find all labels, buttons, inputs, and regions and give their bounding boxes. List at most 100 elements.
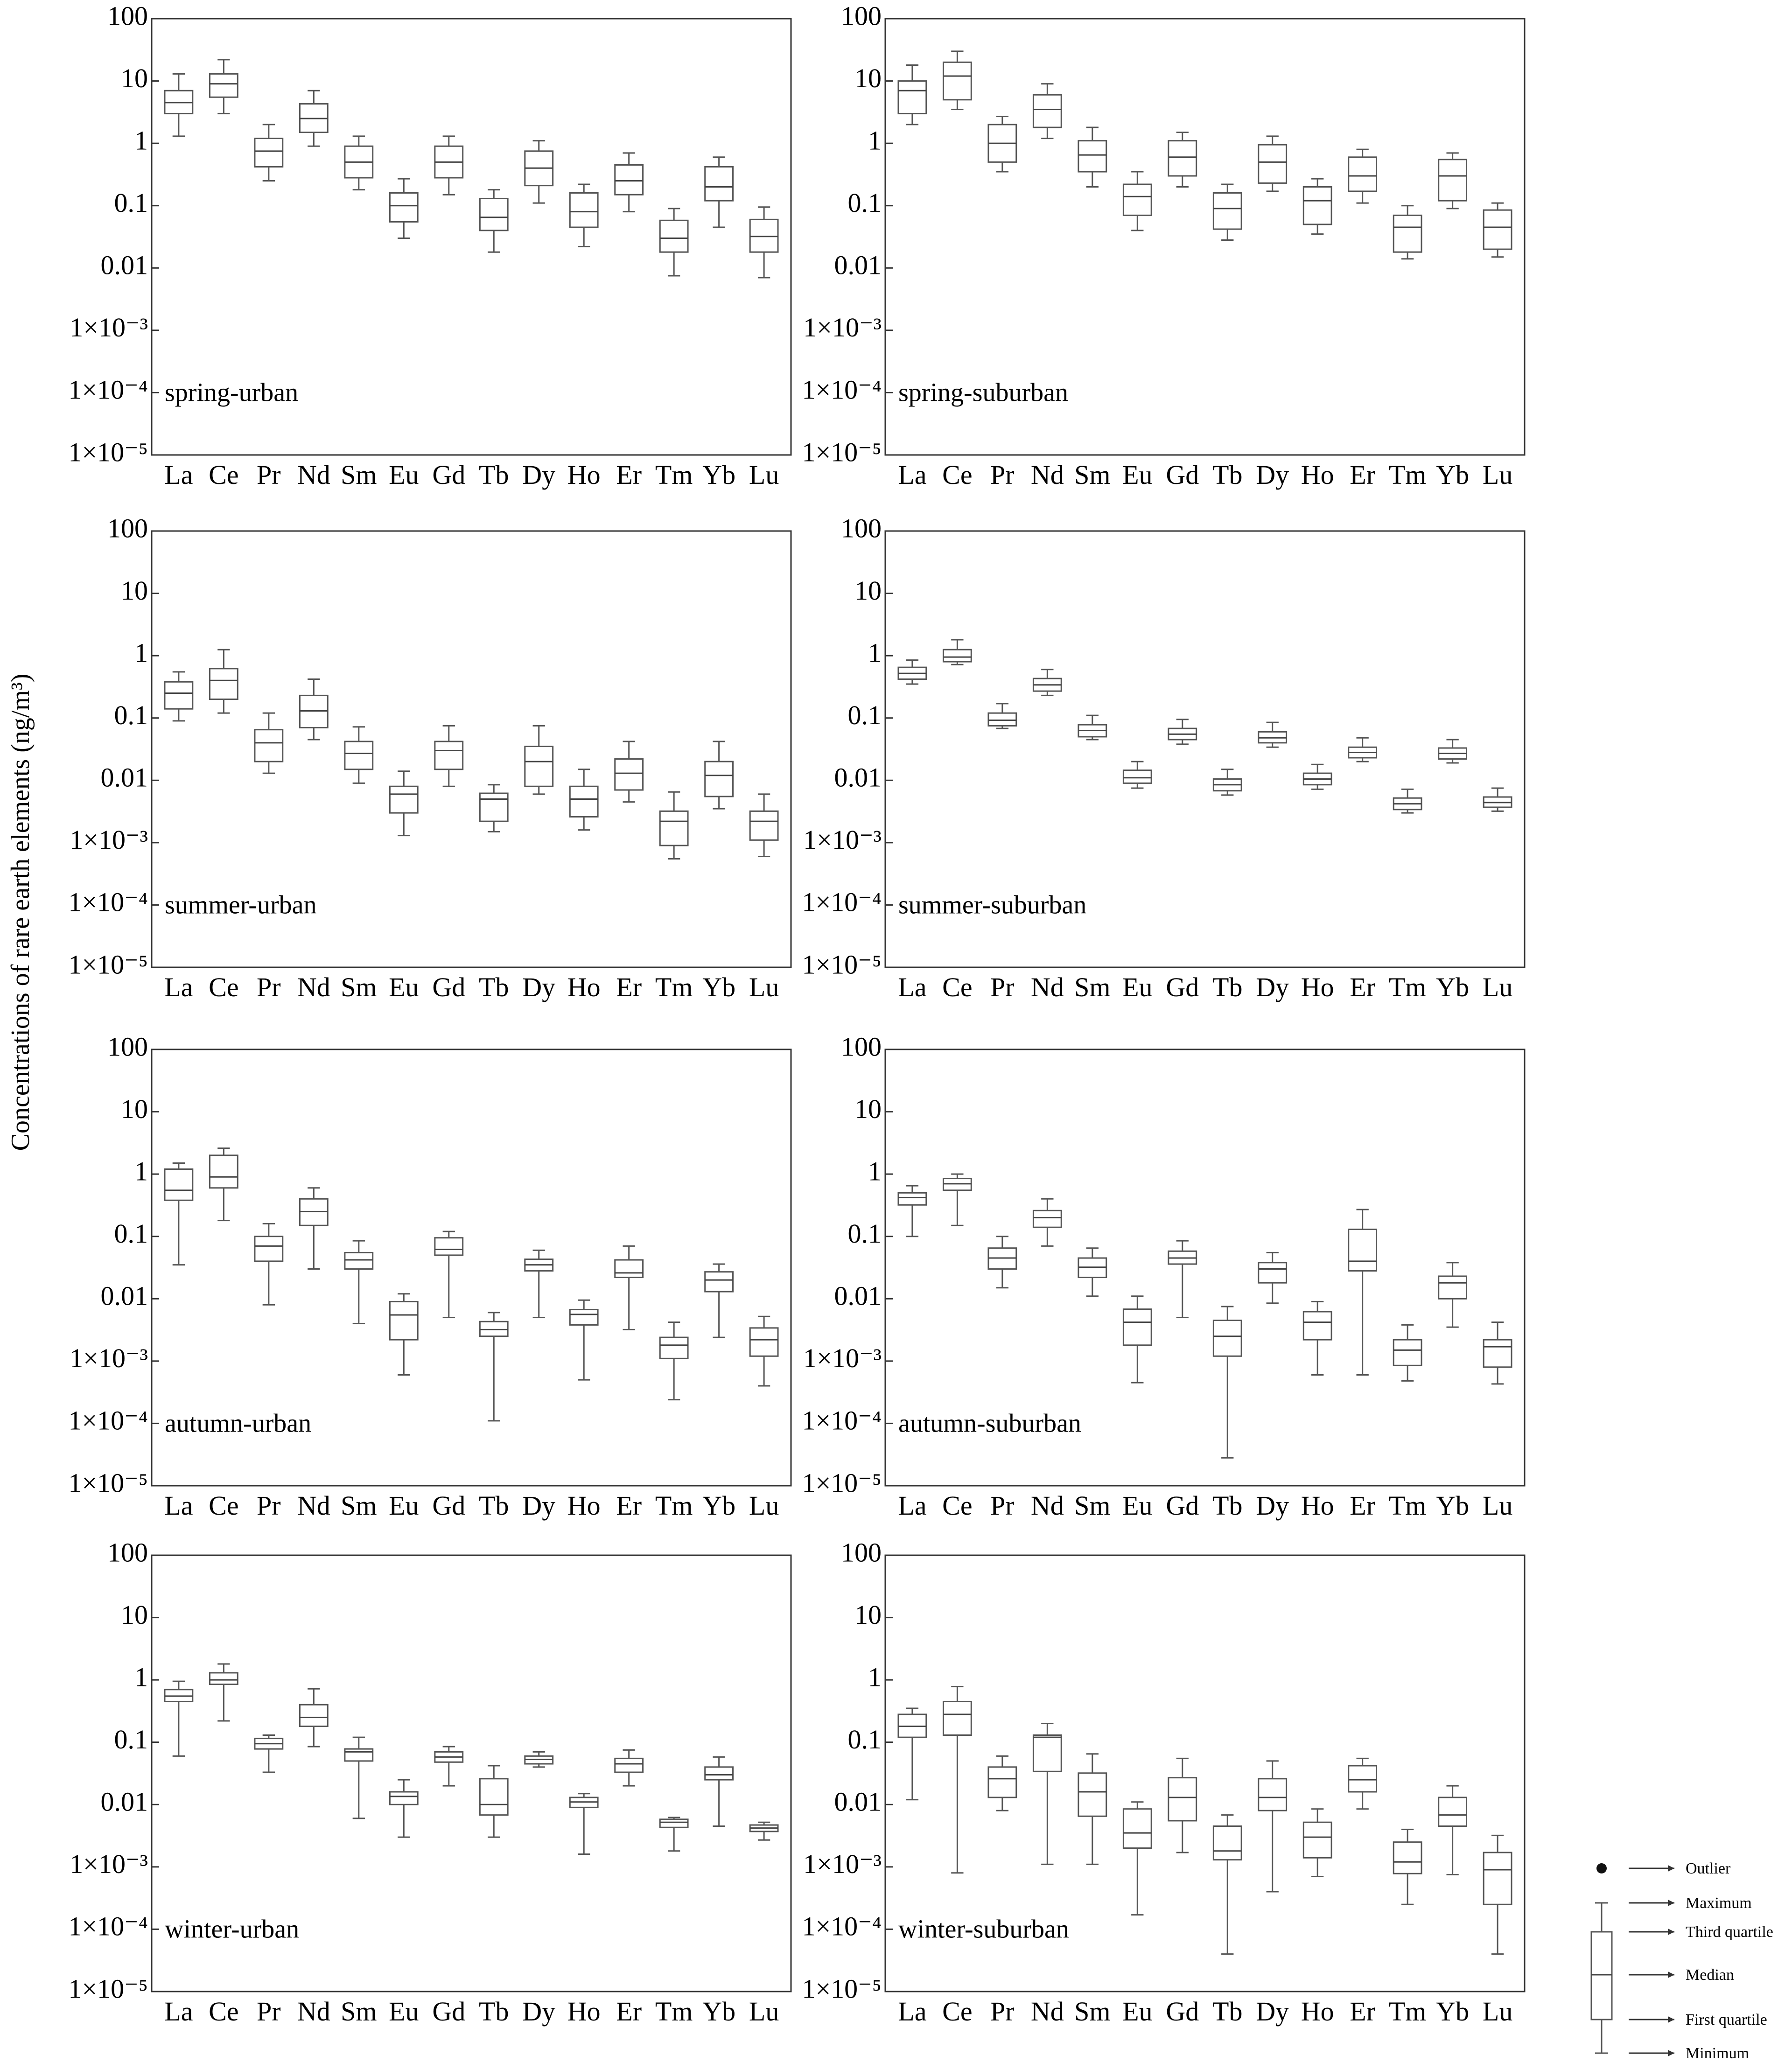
box-Yb	[1438, 1785, 1468, 1876]
box-Tb	[479, 1312, 509, 1422]
x-tick-label: Nd	[297, 1996, 330, 2027]
box-Lu	[1483, 1834, 1512, 1955]
box-Pr	[254, 1734, 284, 1773]
plot-frame	[151, 530, 792, 968]
y-tick-label: 0.1	[114, 188, 148, 218]
x-tick-label: La	[164, 972, 193, 1002]
box-La	[164, 73, 194, 137]
iqr-box	[1348, 1228, 1378, 1272]
box-Ce	[942, 50, 972, 110]
box-Tb	[1212, 1306, 1242, 1459]
y-tick-label: 0.01	[834, 250, 882, 280]
iqr-box	[704, 761, 734, 797]
x-tick-label: Eu	[1122, 460, 1152, 490]
box-Gd	[1168, 719, 1197, 745]
iqr-box	[1168, 140, 1197, 177]
box-Pr	[987, 116, 1017, 173]
box-Tb	[479, 784, 509, 832]
x-tick-label: Tb	[1212, 1490, 1242, 1521]
x-tick-label: Nd	[297, 460, 330, 490]
x-tick-label: Tb	[1212, 972, 1242, 1002]
box-Tm	[1393, 1828, 1422, 1905]
box-Ce	[942, 639, 972, 665]
iqr-box	[614, 1259, 644, 1279]
box-Er	[614, 1749, 644, 1787]
x-tick-label: Nd	[1031, 1996, 1064, 2027]
x-tick-label: Sm	[341, 460, 377, 490]
x-tick-label: Ho	[1301, 460, 1334, 490]
x-tick-label: Ho	[1301, 1996, 1334, 2027]
y-tick-label: 10	[121, 1094, 148, 1124]
x-tick-label: Gd	[432, 1490, 465, 1521]
panel-spring-urban: 100 10 1 0.1 0.01 1×10⁻³ 1×10⁻⁴ 1×10⁻⁵ La Ce Pr Nd S…	[68, 0, 792, 490]
x-tick-label: Lu	[1483, 972, 1512, 1002]
x-tick-label: Tm	[1389, 972, 1427, 1002]
y-tick-label: 100	[841, 1537, 882, 1567]
iqr-box	[254, 1236, 284, 1262]
iqr-box	[1122, 1808, 1152, 1849]
box-Nd	[1032, 1723, 1062, 1865]
x-tick-label: Yb	[702, 1996, 735, 2027]
y-tick-label: 10	[121, 575, 148, 606]
box-Ce	[209, 59, 238, 114]
y-tick-label: 100	[841, 513, 882, 543]
iqr-box	[659, 1336, 689, 1359]
x-tick-label: Ce	[942, 1996, 972, 2027]
iqr-box	[897, 80, 927, 114]
legend-arrowhead	[1668, 1929, 1674, 1935]
iqr-box	[1302, 1311, 1332, 1341]
iqr-box	[209, 668, 238, 700]
box-Dy	[524, 725, 554, 795]
x-tick-label: Gd	[432, 1996, 465, 2027]
box-Gd	[434, 725, 464, 787]
box-Gd	[1168, 1240, 1197, 1318]
iqr-box	[434, 741, 464, 770]
y-tick-label: 1×10⁻⁵	[68, 437, 148, 467]
x-tick-label: Sm	[1074, 1490, 1110, 1521]
y-tick-label: 1	[868, 125, 882, 155]
box-Eu	[1122, 761, 1152, 789]
box-Yb	[704, 1263, 734, 1338]
x-tick-label: Tm	[655, 1996, 693, 2027]
box-Eu	[389, 1779, 419, 1838]
panel-winter-urban: 100 10 1 0.1 0.01 1×10⁻³ 1×10⁻⁴ 1×10⁻⁵ La Ce Pr Nd S…	[68, 1537, 792, 2027]
iqr-box	[1032, 1209, 1062, 1228]
box-Eu	[389, 178, 419, 239]
box-Eu	[389, 1293, 419, 1376]
x-tick-label: Ho	[567, 1490, 601, 1521]
box-La	[897, 659, 927, 685]
x-tick-label: Dy	[1256, 460, 1289, 490]
y-tick-label: 0.01	[101, 250, 148, 280]
y-tick-label: 1×10⁻³	[70, 1849, 148, 1879]
x-tick-label: Tm	[1389, 1490, 1427, 1521]
iqr-box	[942, 61, 972, 101]
y-tick-label: 100	[107, 1031, 148, 1062]
y-tick-label: 0.01	[834, 762, 882, 793]
x-tick-label: Yb	[702, 460, 735, 490]
iqr-box	[659, 1818, 689, 1828]
x-tick-label: Ce	[209, 972, 238, 1002]
box-Er	[1348, 148, 1378, 204]
plot-frame	[151, 18, 792, 456]
iqr-box	[344, 1748, 374, 1762]
x-tick-label: Eu	[1122, 972, 1152, 1002]
box-Ho	[569, 183, 599, 248]
x-tick-label: Er	[1350, 1490, 1375, 1521]
x-tick-label: Pr	[990, 1996, 1015, 2027]
x-tick-label: Sm	[341, 1490, 377, 1521]
x-tick-label: Ho	[567, 1996, 601, 2027]
iqr-box	[749, 810, 779, 841]
box-Dy	[1258, 721, 1288, 748]
x-tick-label: Dy	[1256, 1490, 1289, 1521]
x-tick-label: La	[164, 1490, 193, 1521]
x-tick-label: Pr	[990, 972, 1015, 1002]
box-Dy	[524, 1249, 554, 1318]
box-Sm	[1078, 714, 1107, 741]
x-tick-label: Ce	[209, 460, 238, 490]
iqr-box	[389, 192, 419, 223]
x-tick-label: Ho	[567, 460, 601, 490]
y-tick-label: 1×10⁻⁴	[68, 887, 148, 917]
iqr-box	[479, 792, 509, 822]
iqr-box	[479, 197, 509, 231]
x-tick-label: Tm	[655, 972, 693, 1002]
